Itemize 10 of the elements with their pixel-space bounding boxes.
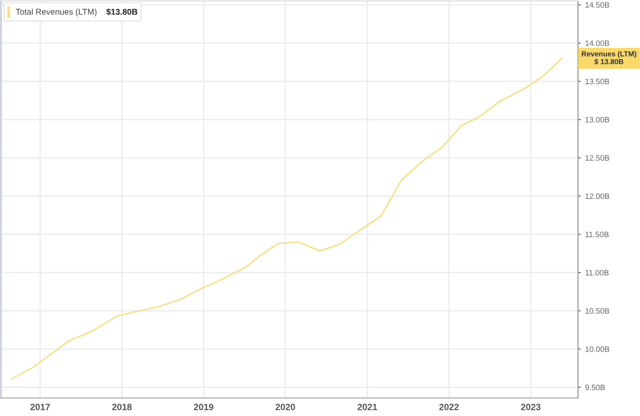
x-tick-label: 2017 bbox=[30, 404, 50, 410]
x-tick-label: 2022 bbox=[439, 404, 459, 410]
line-series bbox=[10, 58, 563, 380]
annotation: $13.80B bbox=[106, 8, 138, 16]
x-tick-label: 2021 bbox=[358, 404, 378, 410]
legend-label: Total Revenues (LTM) bbox=[16, 8, 97, 16]
x-tick-label: 2019 bbox=[194, 404, 214, 410]
x-tick-label: 2018 bbox=[112, 404, 132, 410]
x-tick-label: 2023 bbox=[521, 404, 540, 410]
x-tick-label: 2020 bbox=[276, 404, 296, 410]
